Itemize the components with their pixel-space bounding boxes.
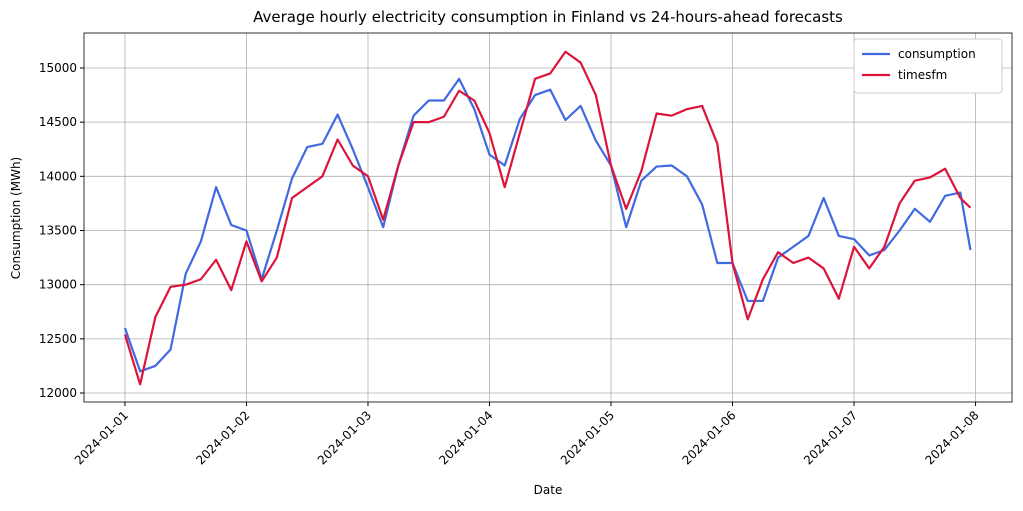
x-tick-label: 2024-01-02	[193, 408, 252, 467]
x-tick-label: 2024-01-04	[436, 408, 495, 467]
y-tick-label: 12000	[39, 386, 77, 400]
y-tick-label: 14500	[39, 115, 77, 129]
y-tick-label: 15000	[39, 61, 77, 75]
x-axis-label: Date	[534, 483, 563, 497]
chart-title: Average hourly electricity consumption i…	[253, 8, 843, 26]
line-series	[123, 77, 972, 373]
x-tick-label: 2024-01-07	[801, 408, 860, 467]
y-tick-label: 13000	[39, 278, 77, 292]
y-tick-label: 14000	[39, 169, 77, 183]
legend-box	[853, 38, 1003, 94]
x-tick-label: 2024-01-08	[922, 408, 981, 467]
line-series	[123, 50, 972, 386]
x-tick-label: 2024-01-06	[679, 408, 738, 467]
y-tick-label: 12500	[39, 332, 77, 346]
legend-label: timesfm	[898, 68, 947, 82]
y-tick-label: 13500	[39, 224, 77, 238]
x-tick-label: 2024-01-01	[72, 408, 131, 467]
legend-label: consumption	[898, 47, 976, 61]
plot-frame	[83, 32, 1013, 403]
x-tick-label: 2024-01-05	[558, 408, 617, 467]
y-axis-label: Consumption (MWh)	[9, 157, 23, 279]
x-tick-label: 2024-01-03	[315, 408, 374, 467]
